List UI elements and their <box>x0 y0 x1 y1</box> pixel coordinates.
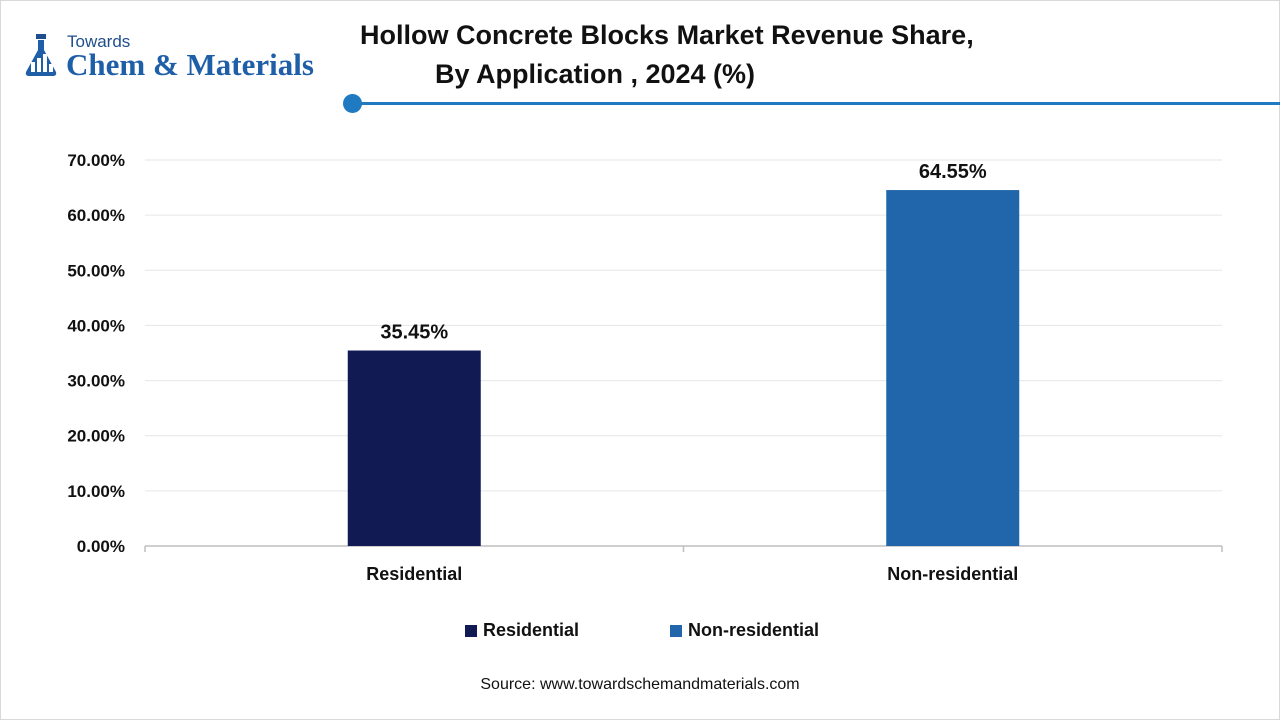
y-tick-label: 40.00% <box>67 316 125 335</box>
title-divider-dot <box>343 94 362 113</box>
bar-residential <box>347 350 481 546</box>
bar-non-residential <box>886 190 1020 546</box>
x-tick-label: Non-residential <box>887 564 1018 584</box>
x-tick-label: Residential <box>366 564 462 584</box>
y-tick-label: 30.00% <box>67 372 125 391</box>
y-tick-label: 60.00% <box>67 206 125 225</box>
y-tick-label: 70.00% <box>67 151 125 170</box>
y-tick-label: 50.00% <box>67 261 125 280</box>
logo-text-brand: Chem & Materials <box>66 47 314 82</box>
chart-legend: Residential Non-residential <box>0 620 1280 644</box>
title-divider-line <box>352 102 1280 105</box>
chart-title-line-2: By Application , 2024 (%) <box>434 59 756 89</box>
legend-swatch-residential <box>465 624 477 637</box>
flask-logo-icon <box>25 34 57 76</box>
logo-text-towards: Towards <box>67 32 131 51</box>
legend-label-non-residential: Non-residential <box>688 620 820 640</box>
data-label: 35.45% <box>380 322 448 344</box>
legend-item-non-residential: Non-residential <box>670 620 819 641</box>
brand-logo: Towards Chem & Materials <box>22 30 342 86</box>
y-tick-label: 10.00% <box>67 482 125 501</box>
y-tick-label: 0.00% <box>77 537 125 556</box>
legend-swatch-non-residential <box>670 624 682 637</box>
y-tick-label: 20.00% <box>67 427 125 446</box>
source-note: Source: www.towardschemandmaterials.com <box>480 676 800 693</box>
legend-item-residential: Residential <box>465 620 579 641</box>
legend-label-residential: Residential <box>483 620 580 640</box>
data-label: 64.55% <box>919 161 987 183</box>
